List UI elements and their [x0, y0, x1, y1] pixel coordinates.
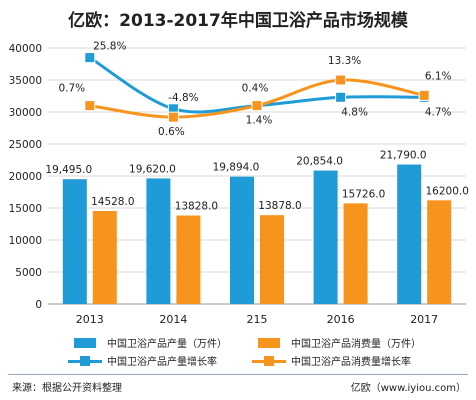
- legend-item-production: 中国卫浴产品产量（万件）: [68, 335, 227, 350]
- gridlines: [48, 47, 466, 305]
- source-note: 来源：根据公开资料整理: [12, 383, 122, 394]
- y-tick-10000: 10000: [9, 235, 42, 247]
- legend-label-consumption-growth: 中国卫浴产品消费量增长率: [291, 357, 411, 368]
- line-marker-s0-0: [84, 52, 96, 64]
- legend-swatch-production: [74, 337, 96, 348]
- x-tick-4: 2017: [410, 313, 438, 326]
- line-marker-s0-3: [335, 91, 347, 103]
- line-label-s1-2: 1.4%: [246, 115, 273, 127]
- bar-s1-4: [427, 200, 452, 304]
- line-marker-s1-0: [84, 100, 96, 112]
- bar-label-s0-3: 20,854.0: [296, 156, 343, 168]
- line-label-s1-4: 6.1%: [425, 70, 452, 82]
- bar-label-s1-0: 14528.0: [91, 196, 134, 208]
- line-label-s1-0: 0.7%: [58, 83, 85, 95]
- legend-marker-consumption-growth: [264, 355, 274, 366]
- lines: [84, 52, 430, 123]
- line-labels: 25.8% -4.8% 0.4% 4.8% 4.7% 0.7% 0.6% 1.4% 13.3% 6…: [58, 41, 451, 139]
- bar-s0-2: [230, 176, 254, 304]
- y-tick-20000: 20000: [9, 171, 42, 183]
- bar-label-s0-1: 19,620.0: [129, 163, 176, 175]
- y-axis-ticks: 0 5000 10000 15000 20000 25000 30000 35000 40000: [9, 43, 42, 311]
- bar-s0-4: [397, 164, 422, 304]
- x-axis-ticks: 2013 2014 215 2016 2017: [76, 313, 438, 326]
- combo-chart: 0 5000 10000 15000 20000 25000 30000 35000 40000…: [9, 41, 469, 326]
- line-label-s0-0: 25.8%: [93, 41, 126, 53]
- legend-swatch-consumption: [258, 337, 280, 348]
- legend-item-production-growth: 中国卫浴产品产量增长率: [68, 353, 217, 368]
- bar-label-s1-2: 13878.0: [258, 200, 301, 212]
- chart-title: 亿欧：2013-2017年中国卫浴产品市场规模: [68, 11, 408, 31]
- watermark: 亿欧（www.iyiou.com）: [350, 383, 466, 394]
- line-marker-s1-4: [418, 89, 430, 101]
- legend-label-production-growth: 中国卫浴产品产量增长率: [107, 357, 217, 368]
- bar-s1-0: [92, 211, 117, 304]
- bars: [62, 164, 452, 304]
- line-marker-s1-3: [335, 74, 347, 86]
- bar-s1-2: [260, 215, 284, 304]
- line-label-s0-2: 0.4%: [242, 83, 269, 95]
- bar-s0-0: [62, 179, 87, 304]
- bar-label-s0-0: 19,495.0: [45, 164, 92, 176]
- bar-label-s0-2: 19,894.0: [213, 162, 260, 174]
- y-tick-5000: 5000: [15, 267, 42, 279]
- legend-item-consumption-growth: 中国卫浴产品消费量增长率: [252, 353, 411, 368]
- y-tick-40000: 40000: [9, 43, 42, 55]
- x-tick-0: 2013: [76, 313, 104, 326]
- legend-marker-production-growth: [80, 355, 90, 366]
- y-tick-25000: 25000: [9, 139, 42, 151]
- line-label-s0-3: 4.8%: [341, 106, 368, 118]
- line-label-s1-3: 13.3%: [328, 55, 361, 67]
- legend-item-consumption: 中国卫浴产品消费量（万件）: [252, 335, 421, 350]
- legend-label-consumption: 中国卫浴产品消费量（万件）: [291, 339, 421, 350]
- line-label-s0-1: -4.8%: [168, 92, 198, 104]
- line-label-s0-4: 4.7%: [425, 106, 452, 118]
- footer-divider: [8, 374, 468, 375]
- y-tick-0: 0: [35, 299, 42, 311]
- bar-label-s1-4: 16200.0: [425, 185, 468, 197]
- bar-labels: 19,495.0 19,620.0 19,894.0 20,854.0 21,790.0…: [45, 150, 468, 213]
- y-tick-30000: 30000: [9, 107, 42, 119]
- bar-s0-3: [313, 170, 338, 304]
- y-tick-35000: 35000: [9, 75, 42, 87]
- legend-label-production: 中国卫浴产品产量（万件）: [107, 339, 227, 350]
- y-tick-15000: 15000: [9, 203, 42, 215]
- x-tick-2: 215: [247, 313, 268, 326]
- bar-s1-3: [343, 203, 368, 304]
- bar-s1-1: [176, 215, 201, 304]
- bar-s0-1: [146, 178, 171, 304]
- x-tick-1: 2014: [159, 313, 187, 326]
- line-marker-s1-1: [167, 111, 179, 123]
- line-marker-s1-2: [251, 100, 263, 112]
- bar-label-s0-4: 21,790.0: [380, 150, 427, 162]
- bar-label-s1-3: 15726.0: [342, 188, 385, 200]
- bar-label-s1-1: 13828.0: [175, 201, 218, 213]
- x-tick-3: 2016: [327, 313, 355, 326]
- line-label-s1-1: 0.6%: [158, 126, 185, 138]
